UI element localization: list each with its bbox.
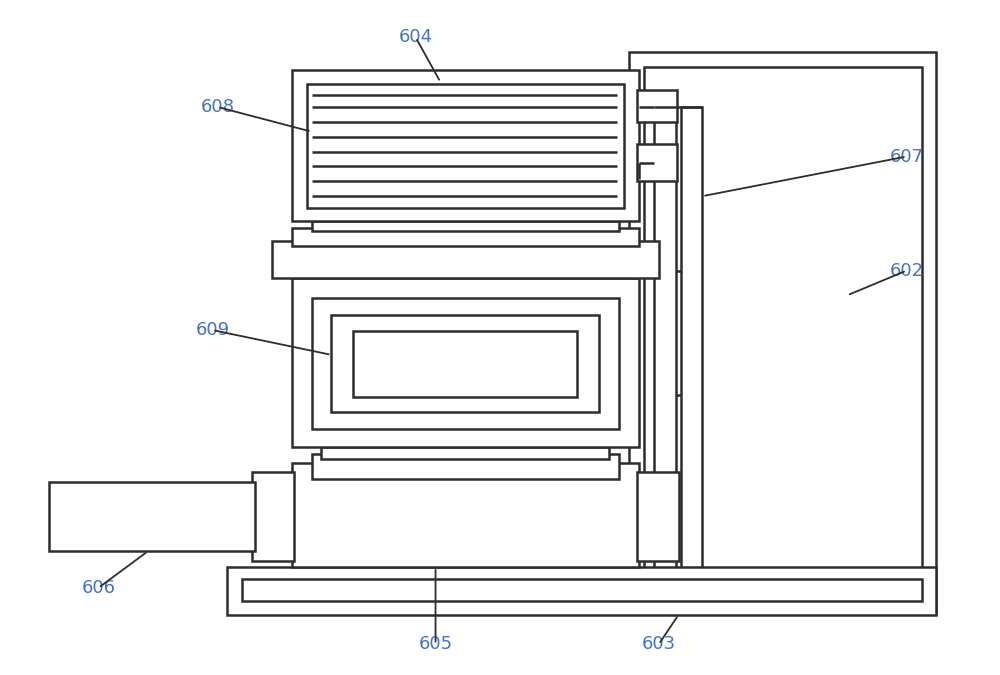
Text: 603: 603 [642,635,676,653]
Bar [227,567,936,615]
Text: 602: 602 [890,261,924,279]
Text: 604: 604 [399,28,433,47]
Bar [637,90,677,122]
Text: 606: 606 [81,579,115,597]
Bar [312,298,619,429]
Bar [292,279,639,447]
Bar [312,454,619,479]
Bar [292,463,639,567]
Bar [654,107,676,583]
Bar [242,579,922,601]
Bar [681,107,702,583]
Text: 609: 609 [195,321,229,339]
Bar [272,241,659,279]
Text: 608: 608 [200,98,234,116]
Bar [292,228,639,246]
Bar [629,53,936,613]
Text: 605: 605 [418,635,453,653]
Bar [321,447,609,459]
Bar [644,68,922,598]
Bar [292,70,639,221]
Bar [252,472,294,561]
Bar [312,221,619,231]
Bar [307,84,624,208]
Bar [331,315,599,412]
Bar [353,331,577,396]
Bar [637,472,679,561]
Bar [49,482,255,551]
Bar [637,144,677,182]
Text: 607: 607 [890,148,924,165]
